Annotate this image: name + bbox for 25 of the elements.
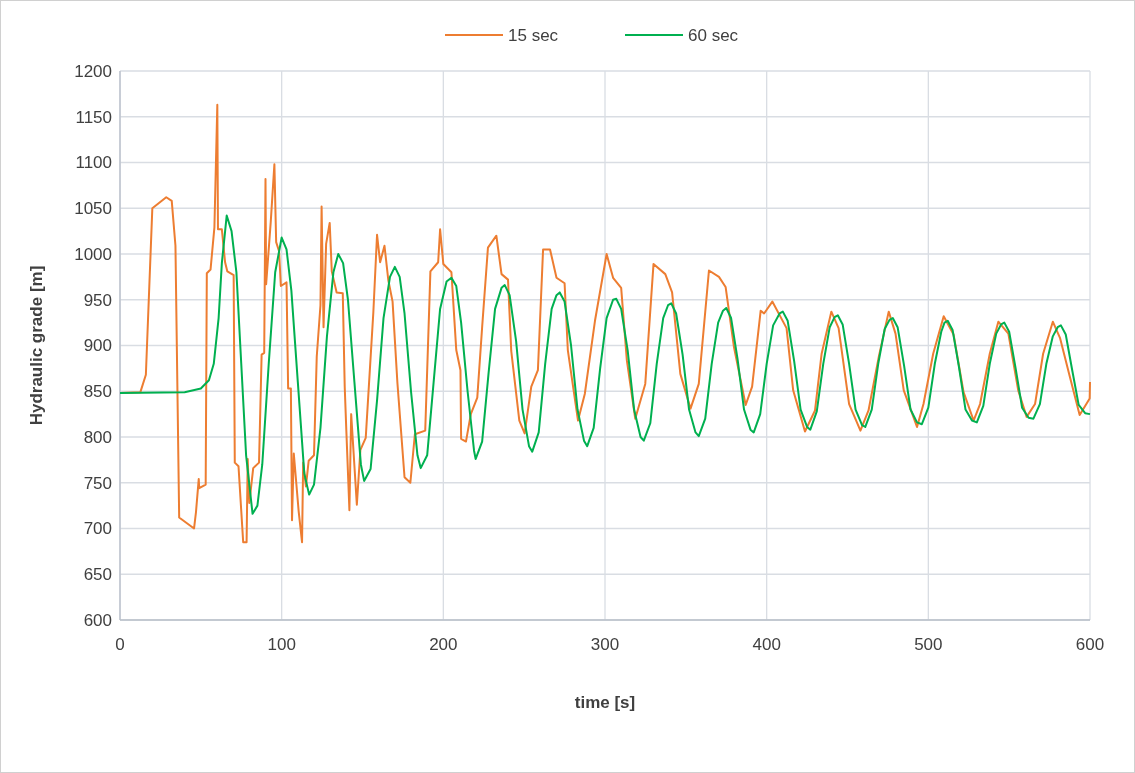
y-tick-label: 800 — [83, 427, 112, 447]
y-tick-label: 1200 — [74, 61, 112, 81]
x-tick-label: 300 — [590, 635, 620, 654]
y-tick-label: 1150 — [75, 107, 112, 127]
y-tick-label: 1100 — [75, 153, 112, 173]
y-tick-label: 900 — [83, 336, 112, 356]
x-tick-label: 0 — [115, 635, 125, 654]
y-tick-label: 850 — [83, 382, 112, 402]
y-tick-label: 1050 — [74, 199, 112, 219]
legend-label: 15 sec — [508, 25, 559, 45]
x-tick-label: 600 — [1075, 635, 1105, 654]
y-tick-label: 750 — [83, 473, 112, 493]
y-tick-label: 650 — [83, 565, 112, 585]
line-series — [119, 214, 1091, 515]
x-tick-label: 200 — [429, 635, 458, 654]
x-tick-label: 500 — [914, 635, 943, 654]
x-tick-label: 400 — [752, 635, 781, 654]
y-tick-label: 1000 — [74, 244, 112, 264]
y-tick-label: 950 — [83, 290, 112, 310]
legend-label: 60 sec — [688, 25, 739, 45]
y-tick-label: 600 — [83, 610, 112, 630]
y-axis-title: Hydraulic grade [m] — [27, 265, 46, 426]
y-tick-label: 700 — [83, 519, 112, 539]
x-tick-label: 100 — [267, 635, 296, 654]
x-axis-title: time [s] — [574, 693, 636, 712]
